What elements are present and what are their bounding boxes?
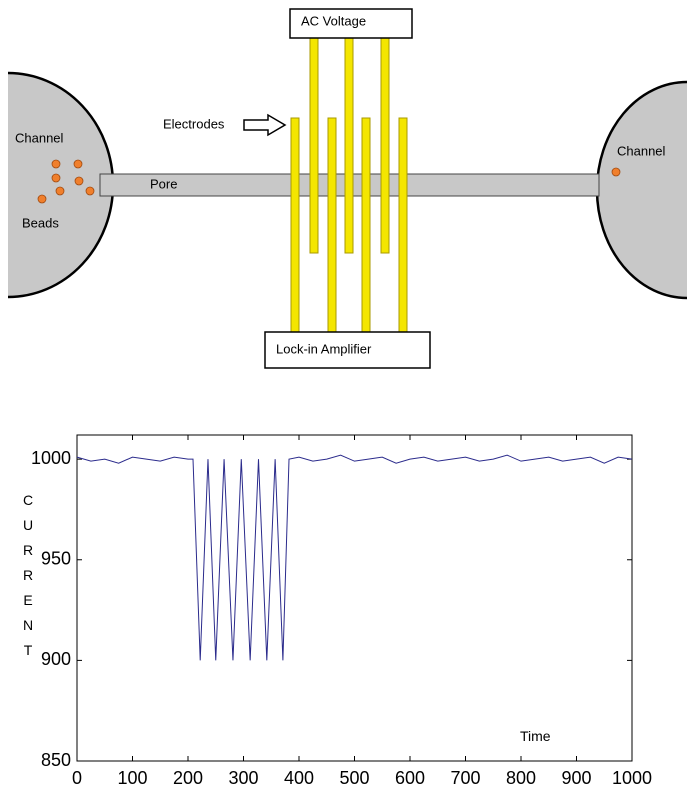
y-tick-label: 850	[41, 750, 71, 770]
electrode	[309, 37, 319, 254]
x-tick-label: 900	[561, 768, 591, 788]
electrode	[344, 37, 354, 254]
plot-area	[76, 434, 633, 762]
y-tick-label: 900	[41, 649, 71, 669]
x-tick-label: 400	[284, 768, 314, 788]
data-line	[76, 454, 633, 661]
right-channel	[595, 80, 687, 300]
bead	[73, 159, 83, 169]
left-channel	[7, 71, 115, 299]
bead	[37, 194, 47, 204]
channel-label: Channel	[617, 143, 666, 158]
x-tick-label: 0	[72, 768, 82, 788]
y-tick-label: 950	[41, 549, 71, 569]
electrode	[361, 117, 371, 333]
bead	[85, 186, 95, 196]
x-tick-label: 100	[117, 768, 147, 788]
bead	[51, 173, 61, 183]
ac-voltage-label: AC Voltage	[301, 13, 366, 28]
pore-label: Pore	[150, 176, 177, 191]
y-axis-label: CURRENT	[20, 492, 36, 667]
electrode	[398, 117, 408, 333]
bead	[611, 167, 621, 177]
x-tick-label: 200	[173, 768, 203, 788]
lock-in-label: Lock-in Amplifier	[276, 341, 372, 356]
electrode	[380, 37, 390, 254]
x-axis-label: Time	[520, 728, 551, 744]
x-tick-label: 300	[228, 768, 258, 788]
lock-in-box	[264, 331, 431, 369]
electrodes-label: Electrodes	[163, 116, 225, 131]
x-tick-label: 1000	[612, 768, 652, 788]
arrow	[243, 113, 287, 137]
x-tick-label: 600	[395, 768, 425, 788]
channel-label: Channel	[15, 130, 64, 145]
bead	[74, 176, 84, 186]
bead	[55, 186, 65, 196]
x-tick-label: 800	[506, 768, 536, 788]
y-tick-label: 1000	[31, 448, 71, 468]
ac-voltage-box	[289, 8, 413, 39]
beads	[37, 159, 621, 204]
bead	[51, 159, 61, 169]
x-tick-label: 700	[450, 768, 480, 788]
beads-label: Beads	[22, 215, 59, 230]
electrode	[327, 117, 337, 333]
electrode	[290, 117, 300, 333]
x-tick-label: 500	[339, 768, 369, 788]
